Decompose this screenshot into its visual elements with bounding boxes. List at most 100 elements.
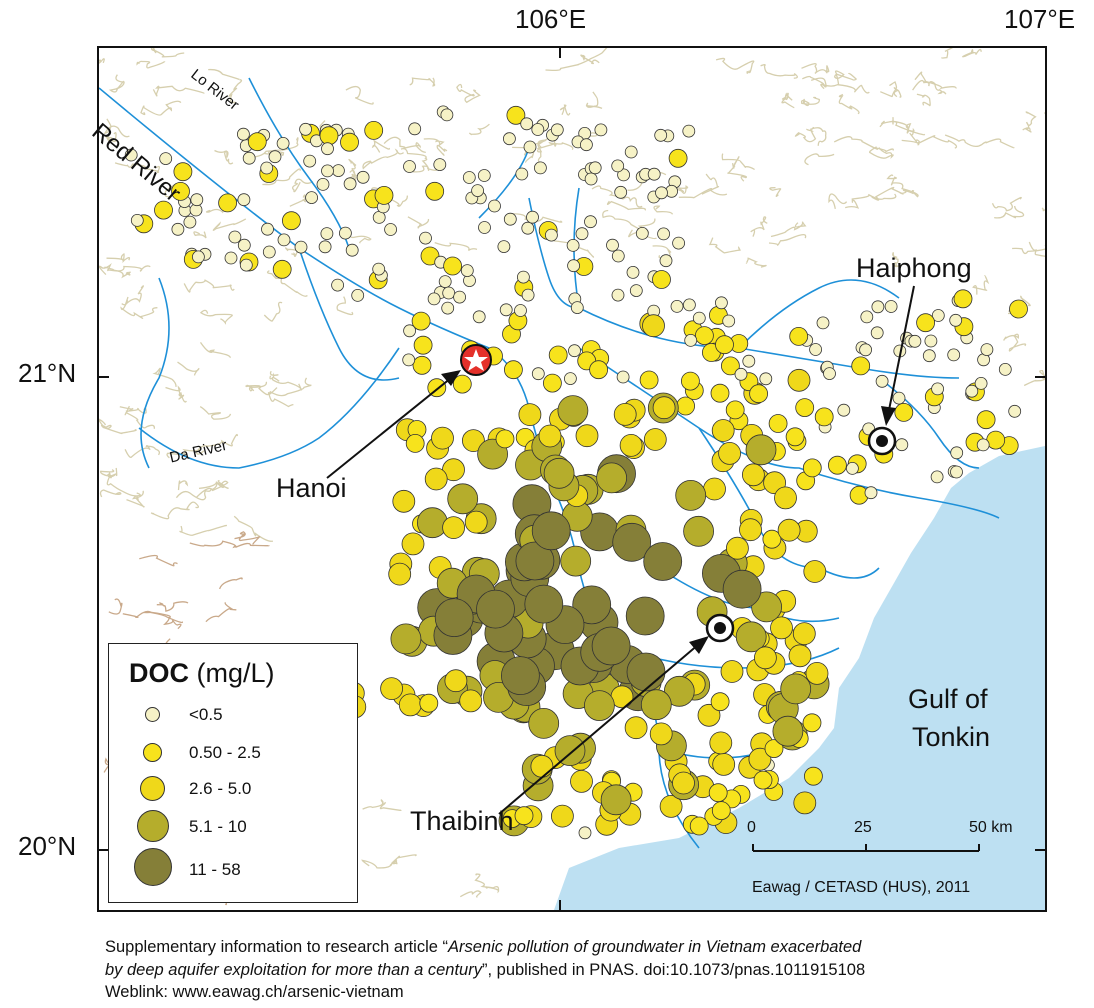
sample-point xyxy=(916,313,935,333)
sample-point xyxy=(711,801,731,820)
hanoi-arrow xyxy=(326,370,461,479)
sample-point xyxy=(531,367,545,381)
terrain-contour xyxy=(262,168,301,186)
terrain-contour xyxy=(99,58,105,64)
sample-point xyxy=(722,314,736,328)
terrain-contour xyxy=(143,611,182,630)
sample-point xyxy=(742,463,765,487)
terrain-contour xyxy=(459,890,482,898)
terrain-contour xyxy=(474,873,500,894)
sample-point xyxy=(403,324,417,338)
sample-point xyxy=(356,170,370,184)
sample-point xyxy=(809,343,822,356)
terrain-contour xyxy=(233,515,274,542)
sample-point xyxy=(670,299,684,313)
terrain-contour xyxy=(1003,333,1027,352)
sample-point xyxy=(710,383,730,403)
lon-label-107e: 107°E xyxy=(1004,4,1076,34)
sample-point xyxy=(427,292,441,306)
sample-point xyxy=(1009,299,1028,319)
sample-point xyxy=(526,210,539,224)
terrain-contour xyxy=(177,480,189,491)
sample-point xyxy=(675,479,707,511)
terrain-contour xyxy=(770,221,807,238)
terrain-contour xyxy=(99,262,151,276)
river-line xyxy=(248,77,350,249)
sample-point xyxy=(411,311,431,331)
terrain-contour xyxy=(166,448,201,459)
sample-point xyxy=(735,621,767,653)
sample-point xyxy=(563,372,577,386)
sample-point xyxy=(299,122,313,136)
sample-point xyxy=(560,545,592,577)
terrain-contour xyxy=(833,136,894,153)
sample-point xyxy=(931,309,945,322)
sample-point xyxy=(659,254,673,268)
sample-point xyxy=(860,310,874,324)
terrain-contour xyxy=(879,120,921,143)
sample-point xyxy=(772,715,804,747)
sample-point xyxy=(503,360,523,380)
sample-point xyxy=(720,660,744,683)
legend: DOC (mg/L) <0.5 0.50 - 2.5 2.6 - 5.0 5.1… xyxy=(108,643,358,903)
sample-point xyxy=(828,455,847,475)
sample-point xyxy=(611,288,625,302)
terrain-contour xyxy=(199,406,232,420)
terrain-contour xyxy=(199,342,231,359)
sample-point xyxy=(401,532,425,556)
terrain-contour xyxy=(456,83,481,104)
terrain-contour xyxy=(994,205,1025,219)
sample-point xyxy=(668,148,688,168)
terrain-contour xyxy=(794,128,817,143)
terrain-contour xyxy=(914,71,957,90)
sample-point xyxy=(420,246,440,266)
sample-point xyxy=(218,193,238,213)
sample-point xyxy=(625,596,665,636)
sample-point xyxy=(947,348,961,362)
sample-point xyxy=(477,169,491,182)
sample-point xyxy=(643,542,683,581)
sample-point xyxy=(965,384,979,398)
sample-point xyxy=(762,529,782,549)
gulf-label-line1: Gulf of xyxy=(908,684,988,714)
terrain-contour xyxy=(701,173,720,195)
terrain-contour xyxy=(871,186,914,201)
terrain-contour xyxy=(760,63,798,79)
sample-point xyxy=(567,259,581,273)
sample-point xyxy=(788,644,812,668)
terrain-contour xyxy=(944,134,1015,149)
sample-point xyxy=(692,311,706,325)
gulf-sea-area xyxy=(554,446,1045,910)
terrain-contour xyxy=(800,96,820,107)
sample-point xyxy=(516,270,530,284)
sample-point xyxy=(709,731,733,755)
terrain-contour xyxy=(183,279,235,293)
sample-point xyxy=(390,623,422,655)
legend-title-unit: (mg/L) xyxy=(196,658,275,688)
sample-point xyxy=(1008,404,1022,418)
sample-point xyxy=(583,690,615,721)
scale-tick-0: 0 xyxy=(747,819,756,836)
footer-suffix: ”, published in PNAS. doi:10.1073/pnas.1… xyxy=(481,961,866,979)
sample-point xyxy=(530,754,554,778)
sample-point xyxy=(554,735,586,766)
sample-point xyxy=(683,515,714,547)
sample-point xyxy=(596,462,627,494)
sample-point xyxy=(340,132,359,152)
terrain-contour xyxy=(678,188,728,199)
sample-point xyxy=(814,407,834,427)
terrain-contour xyxy=(880,89,902,98)
sample-point xyxy=(438,275,452,289)
sample-point xyxy=(506,105,526,125)
terrain-contour xyxy=(1043,112,1045,115)
terrain-contour xyxy=(1041,207,1045,212)
sample-point xyxy=(384,223,398,236)
terrain-contour xyxy=(99,418,137,435)
scale-bar xyxy=(752,844,980,852)
terrain-contour xyxy=(140,100,182,116)
sample-point xyxy=(321,164,334,178)
sample-point xyxy=(461,429,485,453)
terrain-contour xyxy=(108,598,123,615)
sample-point xyxy=(413,335,433,355)
legend-label: 5.1 - 10 xyxy=(189,817,247,836)
